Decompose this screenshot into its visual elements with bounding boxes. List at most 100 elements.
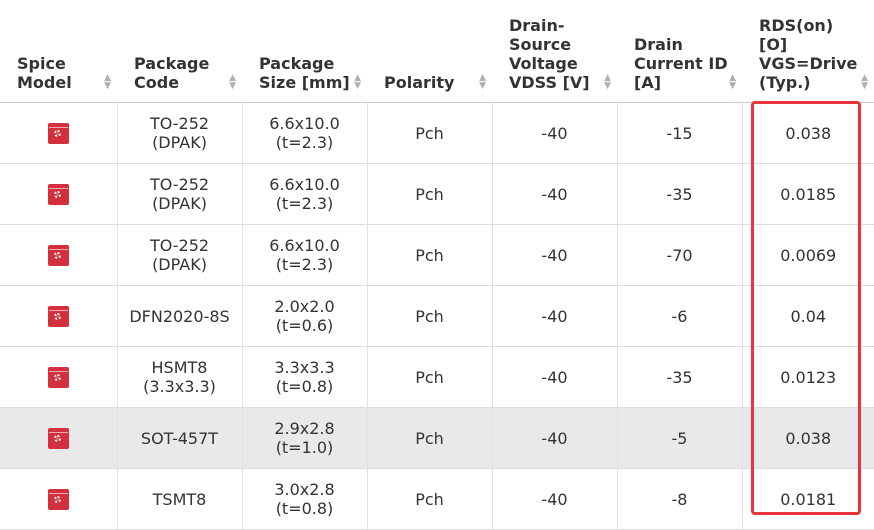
header-package-code[interactable]: Package Code ▲ ▼	[117, 0, 242, 103]
header-vdss-l0: Drain-	[509, 16, 565, 35]
rds-on-cell: 0.0181	[742, 468, 874, 530]
sort-arrows-icon[interactable]: ▲ ▼	[479, 73, 486, 91]
package-code-cell: TSMT8	[117, 468, 243, 530]
header-id-l0: Drain	[634, 35, 683, 54]
package-size-line: (t=0.6)	[275, 316, 334, 335]
spice-model-download-icon[interactable]	[47, 305, 69, 327]
package-size-line: 6.6x10.0	[269, 236, 340, 255]
package-size-cell: 6.6x10.0 (t=2.3)	[242, 163, 368, 225]
header-rds-l2: VGS=Drive	[759, 54, 858, 73]
package-size-line: 3.0x2.8	[274, 480, 335, 499]
package-size-line: (t=2.3)	[275, 255, 334, 274]
header-package-size[interactable]: Package Size [mm] ▲ ▼	[242, 0, 367, 103]
sort-arrows-icon[interactable]: ▲ ▼	[229, 73, 236, 91]
package-size-cell: 2.9x2.8 (t=1.0)	[242, 407, 368, 469]
header-spice-model-l0: Spice	[17, 54, 66, 73]
spice-model-download-icon[interactable]	[47, 366, 69, 388]
header-package-size-l1: Size [mm]	[259, 73, 350, 92]
vdss-cell: -40	[492, 285, 618, 347]
package-size-cell: 6.6x10.0 (t=2.3)	[242, 102, 368, 164]
spice-model-cell	[0, 102, 118, 164]
package-size-line: 6.6x10.0	[269, 175, 340, 194]
header-drain-current[interactable]: Drain Current ID [A] ▲ ▼	[617, 0, 742, 103]
package-code-line: SOT-457T	[140, 428, 219, 448]
header-id-l2: [A]	[634, 73, 662, 92]
header-vdss-l2: Voltage	[509, 54, 578, 73]
header-package-size-l0: Package	[259, 54, 335, 73]
package-size-line: (t=0.8)	[275, 377, 334, 396]
drain-current-cell: -15	[617, 102, 743, 164]
drain-current-cell: -35	[617, 346, 743, 408]
package-size-line: (t=1.0)	[275, 438, 334, 457]
package-size-cell: 6.6x10.0 (t=2.3)	[242, 224, 368, 286]
header-rds-l0: RDS(on)	[759, 16, 834, 35]
vdss-cell: -40	[492, 346, 618, 408]
spice-model-download-icon[interactable]	[47, 183, 69, 205]
header-polarity[interactable]: Polarity ▲ ▼	[367, 0, 492, 103]
drain-current-cell: -5	[617, 407, 743, 469]
header-rds-l1: [O]	[759, 35, 788, 54]
spice-model-download-icon[interactable]	[47, 122, 69, 144]
vdss-cell: -40	[492, 468, 618, 530]
sort-arrows-icon[interactable]: ▲ ▼	[104, 73, 111, 91]
sort-arrows-icon[interactable]: ▲ ▼	[604, 73, 611, 91]
header-vdss[interactable]: Drain- Source Voltage VDSS [V] ▲ ▼	[492, 0, 617, 103]
spice-model-cell	[0, 285, 118, 347]
header-polarity-l0: Polarity	[384, 73, 455, 92]
table-row: TSMT8 3.0x2.8 (t=0.8) Pch -40 -8 0.0181	[0, 468, 874, 530]
rds-on-cell: 0.0185	[742, 163, 874, 225]
polarity-cell: Pch	[367, 407, 493, 469]
vdss-cell: -40	[492, 102, 618, 164]
header-spice-model-l1: Model	[17, 73, 72, 92]
header-vdss-l1: Source	[509, 35, 572, 54]
sort-arrows-icon[interactable]: ▲ ▼	[354, 73, 361, 91]
package-code-line: TO-252	[149, 114, 210, 133]
package-code-cell: TO-252 (DPAK)	[117, 163, 243, 225]
spice-model-download-icon[interactable]	[47, 244, 69, 266]
package-code-line: DFN2020-8S	[129, 306, 230, 326]
header-vdss-l3: VDSS [V]	[509, 73, 590, 92]
sort-arrows-icon[interactable]: ▲ ▼	[729, 73, 736, 91]
spice-model-cell	[0, 224, 118, 286]
vdss-cell: -40	[492, 407, 618, 469]
vdss-cell: -40	[492, 163, 618, 225]
table-row: SOT-457T 2.9x2.8 (t=1.0) Pch -40 -5 0.038	[0, 407, 874, 469]
package-code-cell: HSMT8 (3.3x3.3)	[117, 346, 243, 408]
package-size-cell: 3.0x2.8 (t=0.8)	[242, 468, 368, 530]
rds-on-cell: 0.0069	[742, 224, 874, 286]
table-row: DFN2020-8S 2.0x2.0 (t=0.6) Pch -40 -6 0.0…	[0, 285, 874, 347]
table-row: TO-252 (DPAK) 6.6x10.0 (t=2.3) Pch -40 -35…	[0, 163, 874, 225]
polarity-cell: Pch	[367, 163, 493, 225]
rds-on-cell: 0.038	[742, 102, 874, 164]
package-code-line: HSMT8	[151, 358, 208, 377]
polarity-cell: Pch	[367, 346, 493, 408]
table-row: HSMT8 (3.3x3.3) 3.3x3.3 (t=0.8) Pch -40 -3…	[0, 346, 874, 408]
polarity-cell: Pch	[367, 285, 493, 347]
header-spice-model[interactable]: Spice Model ▲ ▼	[0, 0, 117, 103]
package-code-cell: SOT-457T	[117, 407, 243, 469]
package-code-line: (DPAK)	[152, 255, 207, 274]
spice-model-cell	[0, 346, 118, 408]
spice-model-download-icon[interactable]	[47, 427, 69, 449]
package-size-line: (t=2.3)	[275, 133, 334, 152]
rds-on-cell: 0.04	[742, 285, 874, 347]
sort-arrows-icon[interactable]: ▲ ▼	[861, 73, 868, 91]
header-row: Spice Model ▲ ▼ Package Code ▲ ▼ Package S…	[0, 0, 874, 103]
package-size-cell: 3.3x3.3 (t=0.8)	[242, 346, 368, 408]
package-size-line: (t=0.8)	[275, 499, 334, 518]
spice-model-download-icon[interactable]	[47, 488, 69, 510]
package-code-cell: TO-252 (DPAK)	[117, 224, 243, 286]
package-size-cell: 2.0x2.0 (t=0.6)	[242, 285, 368, 347]
package-code-line: (3.3x3.3)	[143, 377, 216, 396]
package-code-cell: TO-252 (DPAK)	[117, 102, 243, 164]
header-rds-l3: (Typ.)	[759, 73, 811, 92]
header-id-l1: Current ID	[634, 54, 728, 73]
polarity-cell: Pch	[367, 224, 493, 286]
polarity-cell: Pch	[367, 102, 493, 164]
package-code-line: (DPAK)	[152, 194, 207, 213]
table-row: TO-252 (DPAK) 6.6x10.0 (t=2.3) Pch -40 -15…	[0, 102, 874, 164]
drain-current-cell: -8	[617, 468, 743, 530]
table-row: TO-252 (DPAK) 6.6x10.0 (t=2.3) Pch -40 -70…	[0, 224, 874, 286]
header-rds-on[interactable]: RDS(on) [O] VGS=Drive (Typ.) ▲ ▼	[742, 0, 874, 103]
rds-on-cell: 0.0123	[742, 346, 874, 408]
